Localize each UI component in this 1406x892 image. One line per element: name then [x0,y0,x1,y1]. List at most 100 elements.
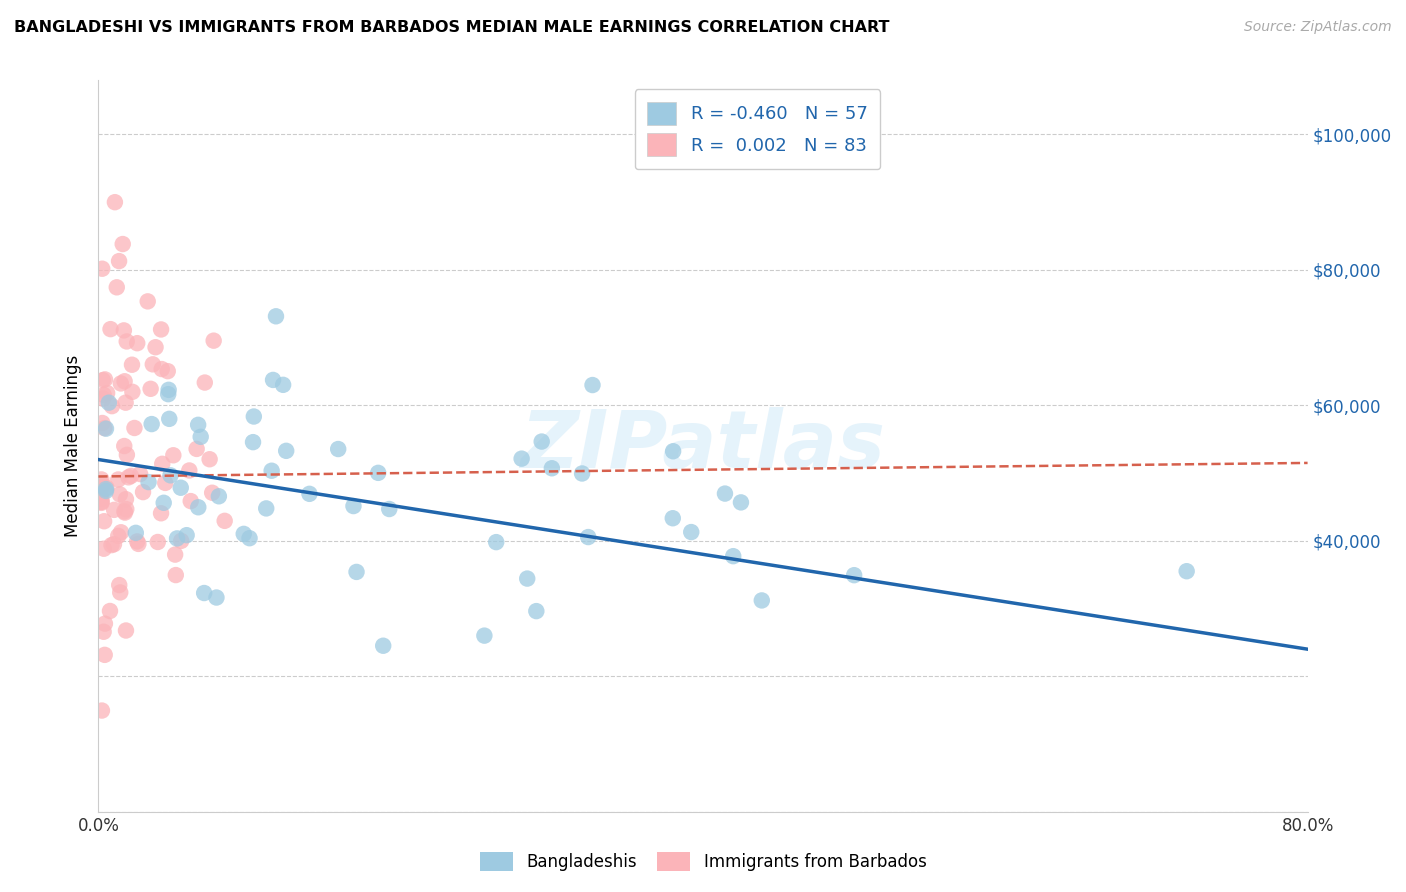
Point [576,530,599,544]
Point [714,486,737,500]
Point [150,506,173,520]
Point [170,533,193,548]
Point [107,529,129,543]
Point [108,578,131,592]
Point [96,481,118,495]
Point [662,444,685,458]
Point [150,362,173,376]
Point [90,491,112,506]
Point [157,412,180,426]
Point [165,568,187,582]
Point [91,392,114,406]
Point [156,364,179,378]
Point [378,502,401,516]
Point [91,373,114,387]
Point [94,616,117,631]
Point [90,496,112,510]
Point [96,386,118,401]
Point [751,593,773,607]
Point [170,481,193,495]
Point [120,469,142,483]
Point [100,538,122,552]
Point [723,549,745,564]
Point [264,310,287,324]
Legend: Bangladeshis, Immigrants from Barbados: Bangladeshis, Immigrants from Barbados [471,843,935,880]
Point [186,442,208,456]
Point [242,435,264,450]
Point [127,534,149,549]
Point [94,482,117,496]
Text: BANGLADESHI VS IMMIGRANTS FROM BARBADOS MEDIAN MALE EARNINGS CORRELATION CHART: BANGLADESHI VS IMMIGRANTS FROM BARBADOS … [14,20,890,35]
Point [98,604,121,618]
Point [110,585,132,599]
Point [90,704,112,718]
Point [157,383,180,397]
Point [208,489,231,503]
Point [155,475,177,490]
Point [107,473,129,487]
Point [346,565,368,579]
Point [93,421,115,435]
Point [730,495,752,509]
Point [373,639,395,653]
Point [114,506,136,520]
Text: ZIPatlas: ZIPatlas [520,407,886,485]
Point [93,624,115,639]
Point [91,478,114,492]
Point [179,463,201,477]
Point [115,624,138,638]
Point [262,373,284,387]
Point [571,467,593,481]
Point [152,496,174,510]
Point [145,340,167,354]
Point [108,254,131,268]
Point [91,261,114,276]
Point [165,548,187,562]
Point [110,376,132,391]
Point [121,384,143,399]
Point [187,500,209,515]
Point [328,442,350,456]
Point [243,409,266,424]
Point [159,468,181,483]
Y-axis label: Median Male Earnings: Median Male Earnings [65,355,83,537]
Point [110,525,132,540]
Point [232,527,254,541]
Point [112,323,135,337]
Point [93,514,115,528]
Point [100,322,122,336]
Point [117,470,139,484]
Point [474,629,496,643]
Point [254,501,277,516]
Point [205,591,228,605]
Point [124,421,146,435]
Point [540,461,562,475]
Point [127,537,149,551]
Point [136,294,159,309]
Point [271,377,294,392]
Point [198,452,221,467]
Point [91,416,114,430]
Point [90,494,112,508]
Point [114,395,136,409]
Point [342,499,364,513]
Point [681,524,703,539]
Point [187,417,209,432]
Point [530,434,553,449]
Point [114,374,136,388]
Point [180,494,202,508]
Point [214,514,236,528]
Point [367,466,389,480]
Point [90,495,112,509]
Point [115,334,138,349]
Point [146,535,169,549]
Point [524,604,547,618]
Point [141,417,163,431]
Point [661,511,683,525]
Point [202,334,225,348]
Point [150,322,173,336]
Point [142,357,165,371]
Point [581,378,603,392]
Point [129,467,152,481]
Point [101,399,124,413]
